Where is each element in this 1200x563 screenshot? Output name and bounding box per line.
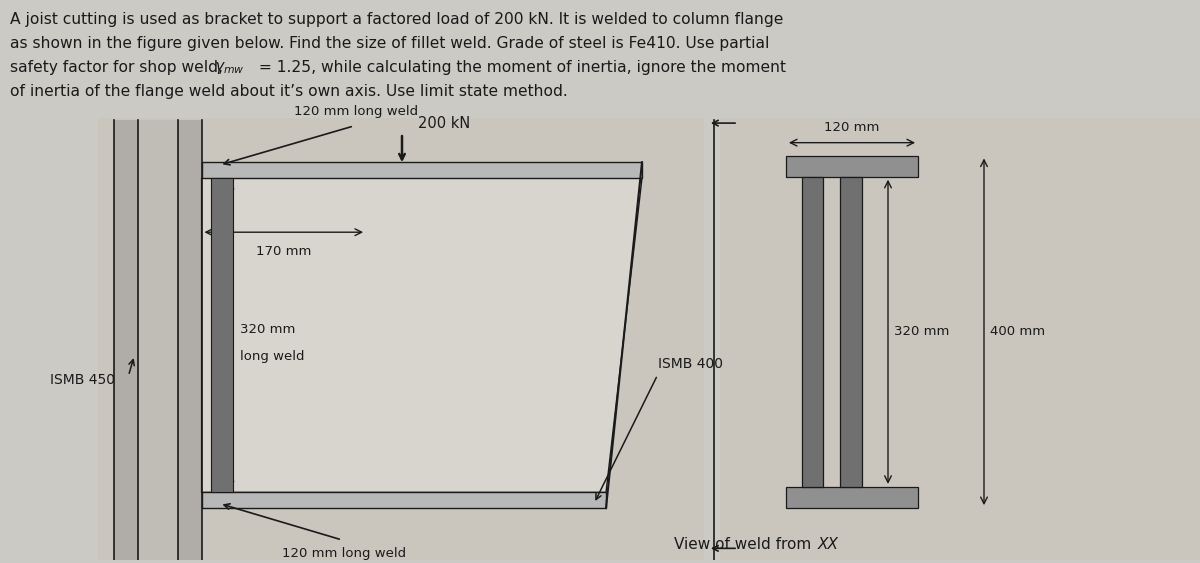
Bar	[138, 120, 178, 563]
FancyBboxPatch shape	[98, 118, 704, 563]
Polygon shape	[202, 178, 642, 493]
Bar	[786, 487, 918, 508]
Bar	[802, 177, 823, 487]
Bar	[211, 178, 233, 493]
Text: 320 mm: 320 mm	[240, 323, 295, 336]
Text: 170 mm: 170 mm	[256, 244, 312, 257]
FancyBboxPatch shape	[720, 118, 1200, 563]
Text: 120 mm long weld: 120 mm long weld	[282, 547, 406, 560]
Text: = 1.25, while calculating the moment of inertia, ignore the moment: = 1.25, while calculating the moment of …	[254, 60, 786, 75]
Text: 200 kN: 200 kN	[418, 116, 470, 131]
Text: 120 mm long weld: 120 mm long weld	[294, 105, 418, 118]
Text: 400 mm: 400 mm	[990, 325, 1045, 338]
Polygon shape	[202, 162, 642, 178]
Text: long weld: long weld	[240, 350, 305, 363]
Text: safety factor for shop weld,: safety factor for shop weld,	[10, 60, 228, 75]
Text: A joist cutting is used as bracket to support a factored load of 200 kN. It is w: A joist cutting is used as bracket to su…	[10, 12, 782, 28]
Text: XX: XX	[817, 537, 838, 552]
Text: of inertia of the flange weld about it’s own axis. Use limit state method.: of inertia of the flange weld about it’s…	[10, 84, 568, 100]
Bar	[178, 120, 202, 563]
Text: 320 mm: 320 mm	[894, 325, 949, 338]
Text: ISMB 400: ISMB 400	[658, 357, 722, 370]
Bar	[114, 120, 138, 563]
Text: as shown in the figure given below. Find the size of fillet weld. Grade of steel: as shown in the figure given below. Find…	[10, 37, 769, 51]
Bar	[840, 177, 862, 487]
Text: ISMB 450: ISMB 450	[50, 373, 115, 387]
Bar	[786, 155, 918, 177]
Polygon shape	[202, 493, 606, 508]
Text: $\mathit{\gamma}_{mw}$: $\mathit{\gamma}_{mw}$	[215, 60, 245, 77]
Text: 120 mm: 120 mm	[824, 121, 880, 135]
Text: View of weld from: View of weld from	[674, 537, 816, 552]
